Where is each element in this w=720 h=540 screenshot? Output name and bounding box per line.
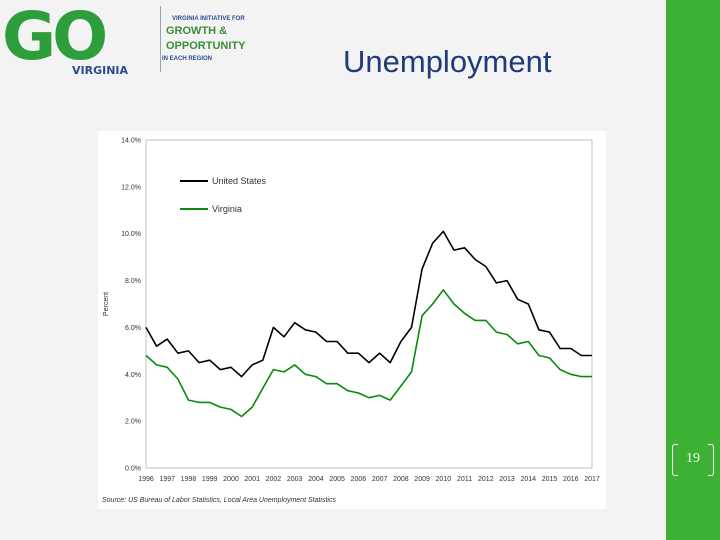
x-tick-label: 1998 bbox=[181, 476, 197, 483]
page-number-badge: 19 bbox=[672, 444, 714, 476]
x-tick-label: 1999 bbox=[202, 476, 218, 483]
right-bracket-icon bbox=[708, 444, 714, 476]
x-tick-label: 2009 bbox=[414, 476, 430, 483]
page-number: 19 bbox=[686, 451, 700, 466]
x-tick-label: 2001 bbox=[244, 476, 260, 483]
x-tick-label: 2017 bbox=[584, 476, 600, 483]
x-tick-label: 2004 bbox=[308, 476, 324, 483]
legend-label: United States bbox=[212, 176, 267, 186]
x-tick-label: 2000 bbox=[223, 476, 239, 483]
x-tick-label: 2007 bbox=[372, 476, 388, 483]
unemployment-chart: 0.0% 2.0% 4.0% 6.0% 8.0% 10.0% 12.0% 14.0% 1996 1… bbox=[98, 131, 606, 509]
logo-tagline-top: VIRGINIA INITIATIVE FOR bbox=[172, 16, 245, 22]
y-tick-label: 2.0% bbox=[125, 419, 141, 426]
logo-tagline-bottom: IN EACH REGION bbox=[162, 56, 213, 62]
slide-title: Unemployment bbox=[343, 44, 552, 79]
chart-source: Source: US Bureau of Labor Statistics, L… bbox=[102, 497, 336, 504]
x-tick-label: 2006 bbox=[351, 476, 367, 483]
y-tick-label: 4.0% bbox=[125, 372, 141, 379]
logo-state: VIRGINIA bbox=[72, 64, 129, 77]
x-tick-label: 2014 bbox=[520, 476, 536, 483]
series-line-united-states bbox=[145, 230, 592, 378]
y-tick-label: 8.0% bbox=[125, 278, 141, 285]
accent-bar bbox=[666, 0, 720, 540]
logo-divider bbox=[160, 6, 161, 72]
x-tick-label: 2015 bbox=[542, 476, 558, 483]
x-tick-label: 2012 bbox=[478, 476, 494, 483]
chart-svg: 0.0% 2.0% 4.0% 6.0% 8.0% 10.0% 12.0% 14.0% 1996 1… bbox=[102, 138, 600, 505]
x-tick-label: 2011 bbox=[457, 476, 472, 483]
left-bracket-icon bbox=[672, 444, 678, 476]
logo-tagline-growth: GROWTH & bbox=[166, 25, 228, 37]
y-tick-label: 0.0% bbox=[125, 466, 141, 473]
x-tick-label: 1997 bbox=[159, 476, 175, 483]
x-tick-label: 2003 bbox=[287, 476, 303, 483]
go-virginia-logo: GO VIRGINIA VIRGINIA INITIATIVE FOR GROW… bbox=[0, 0, 260, 85]
series-line-virginia bbox=[145, 289, 592, 418]
legend-label: Virginia bbox=[212, 204, 242, 214]
x-tick-label: 1996 bbox=[138, 476, 154, 483]
x-tick-label: 2013 bbox=[499, 476, 515, 483]
plot-area bbox=[145, 139, 593, 469]
logo-brand: GO bbox=[2, 0, 108, 75]
y-tick-label: 6.0% bbox=[125, 325, 141, 332]
y-tick-label: 10.0% bbox=[121, 231, 141, 238]
x-tick-label: 2002 bbox=[266, 476, 282, 483]
x-tick-label: 2016 bbox=[563, 476, 579, 483]
logo-tagline-opportunity: OPPORTUNITY bbox=[166, 40, 246, 52]
x-tick-label: 2010 bbox=[436, 476, 452, 483]
x-tick-label: 2005 bbox=[329, 476, 345, 483]
y-tick-label: 12.0% bbox=[121, 184, 141, 191]
y-axis-label: Percent bbox=[103, 292, 110, 316]
y-tick-label: 14.0% bbox=[121, 138, 141, 145]
x-tick-label: 2008 bbox=[393, 476, 409, 483]
